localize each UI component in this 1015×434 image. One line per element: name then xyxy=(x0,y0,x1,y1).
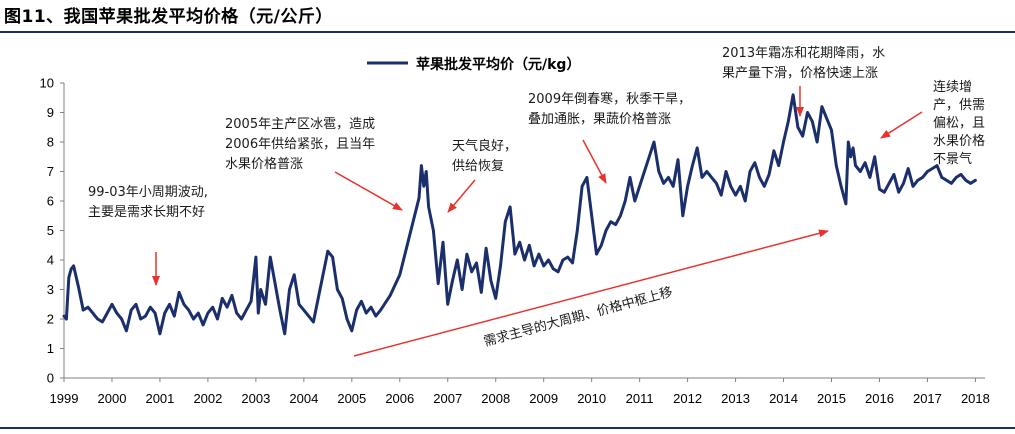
x-tick-label: 2017 xyxy=(913,391,942,406)
y-axis: 0 1 2 3 4 5 6 7 8 9 10 xyxy=(40,76,65,386)
x-tick-label: 2002 xyxy=(193,391,222,406)
annotation-arrow xyxy=(880,111,923,139)
annotation-text: 99-03年小周期波动, xyxy=(88,185,208,200)
annotation-text: 偏松，且 xyxy=(933,116,985,131)
x-axis: 1999 2000 2001 2002 2003 2004 2005 2006 2007 2008… xyxy=(50,377,990,406)
annotation-text: 2005年主产区冰雹，造成 xyxy=(225,117,375,132)
annotation-arrow xyxy=(447,179,476,213)
x-tick-label: 2014 xyxy=(769,391,798,406)
trend-arrow xyxy=(353,229,829,357)
x-tick-label: 2010 xyxy=(577,391,606,406)
annotation-text: 2009年倒春寒，秋季干旱， xyxy=(528,91,691,107)
annotation-text: 不景气 xyxy=(933,151,972,167)
y-tick-label: 0 xyxy=(47,371,54,386)
annotation-2009-frost: 2009年倒春寒，秋季干旱， 叠加通胀，果蔬价格普涨 xyxy=(528,91,691,184)
y-tick-label: 9 xyxy=(47,105,54,120)
x-tick-label: 2008 xyxy=(481,391,510,406)
y-tick-label: 4 xyxy=(47,253,54,268)
annotation-text: 2006年供给紧张，且当年 xyxy=(225,137,375,152)
x-axis-ticks: 1999 2000 2001 2002 2003 2004 2005 2006 2007 2008… xyxy=(50,378,990,406)
annotation-text: 水果价格普涨 xyxy=(225,156,303,172)
x-tick-label: 2000 xyxy=(98,391,127,406)
x-tick-label: 2012 xyxy=(673,391,702,406)
x-tick-label: 2001 xyxy=(145,391,174,406)
x-tick-label: 2009 xyxy=(529,391,558,406)
y-axis-ticks: 0 1 2 3 4 5 6 7 8 9 10 xyxy=(40,76,64,386)
x-tick-label: 2016 xyxy=(865,391,894,406)
series-line-apple-price xyxy=(62,93,977,336)
annotation-text: 水果价格 xyxy=(933,133,985,149)
y-tick-label: 7 xyxy=(47,164,54,179)
legend: 苹果批发平均价（元/kg） xyxy=(367,56,580,73)
annotation-text: 主要是需求长期不好 xyxy=(88,205,205,220)
x-tick-label: 2003 xyxy=(241,391,270,406)
x-tick-label: 2006 xyxy=(385,391,414,406)
trend-label: 需求主导的大周期、价格中枢上移 xyxy=(482,284,675,350)
annotation-text: 供给恢复 xyxy=(452,159,504,174)
annotation-text: 连续增 xyxy=(933,79,972,95)
annotation-arrow xyxy=(582,139,607,184)
x-tick-label: 1999 xyxy=(50,391,79,406)
annotation-weather-good: 天气良好， 供给恢复 xyxy=(447,138,517,213)
annotation-2005-hail: 2005年主产区冰雹，造成 2006年供给紧张，且当年 水果价格普涨 xyxy=(225,117,403,211)
annotation-text: 果产量下滑，价格快速上涨 xyxy=(722,65,878,81)
x-tick-label: 2005 xyxy=(337,391,366,406)
y-tick-label: 1 xyxy=(47,341,54,356)
y-tick-label: 10 xyxy=(40,76,54,91)
x-tick-label: 2011 xyxy=(626,391,654,406)
annotation-long-trend: 需求主导的大周期、价格中枢上移 xyxy=(353,229,829,357)
figure-title: 图11、我国苹果批发平均价格（元/公斤） xyxy=(4,7,333,27)
annotation-text: 2013年霜冻和花期降雨，水 xyxy=(722,45,885,61)
y-tick-label: 6 xyxy=(47,194,54,209)
x-tick-label: 2015 xyxy=(817,391,846,406)
legend-label: 苹果批发平均价（元/kg） xyxy=(416,56,580,73)
y-tick-label: 5 xyxy=(47,223,54,238)
x-tick-label: 2007 xyxy=(433,391,462,406)
y-tick-label: 2 xyxy=(47,312,54,327)
x-tick-label: 2004 xyxy=(289,391,318,406)
annotation-2013-frost: 2013年霜冻和花期降雨，水 果产量下滑，价格快速上涨 xyxy=(722,45,885,117)
annotation-text: 产，供需 xyxy=(933,98,985,113)
annotation-1999-2003: 99-03年小周期波动, 主要是需求长期不好 xyxy=(88,185,208,286)
annotation-oversupply: 连续增 产，供需 偏松，且 水果价格 不景气 xyxy=(880,79,985,167)
x-tick-label: 2018 xyxy=(961,391,990,406)
y-tick-label: 3 xyxy=(47,282,54,297)
y-tick-label: 8 xyxy=(47,135,54,150)
annotation-text: 叠加通胀，果蔬价格普涨 xyxy=(528,111,671,127)
annotation-arrow xyxy=(334,171,403,211)
x-tick-label: 2013 xyxy=(721,391,750,406)
annotation-text: 天气良好， xyxy=(452,138,517,154)
